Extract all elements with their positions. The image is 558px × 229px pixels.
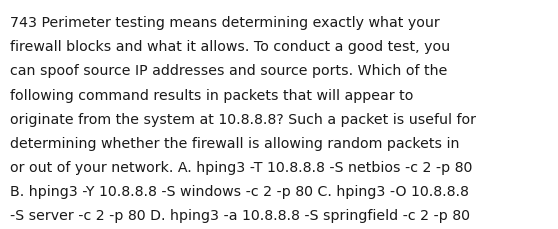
Text: B. hping3 -Y 10.8.8.8 -S windows -c 2 -p 80 C. hping3 -O 10.8.8.8: B. hping3 -Y 10.8.8.8 -S windows -c 2 -p… <box>10 184 469 198</box>
Text: determining whether the firewall is allowing random packets in: determining whether the firewall is allo… <box>10 136 460 150</box>
Text: firewall blocks and what it allows. To conduct a good test, you: firewall blocks and what it allows. To c… <box>10 40 450 54</box>
Text: -S server -c 2 -p 80 D. hping3 -a 10.8.8.8 -S springfield -c 2 -p 80: -S server -c 2 -p 80 D. hping3 -a 10.8.8… <box>10 208 470 222</box>
Text: following command results in packets that will appear to: following command results in packets tha… <box>10 88 413 102</box>
Text: originate from the system at 10.8.8.8? Such a packet is useful for: originate from the system at 10.8.8.8? S… <box>10 112 476 126</box>
Text: or out of your network. A. hping3 -T 10.8.8.8 -S netbios -c 2 -p 80: or out of your network. A. hping3 -T 10.… <box>10 160 473 174</box>
Text: 743 Perimeter testing means determining exactly what your: 743 Perimeter testing means determining … <box>10 16 440 30</box>
Text: can spoof source IP addresses and source ports. Which of the: can spoof source IP addresses and source… <box>10 64 448 78</box>
